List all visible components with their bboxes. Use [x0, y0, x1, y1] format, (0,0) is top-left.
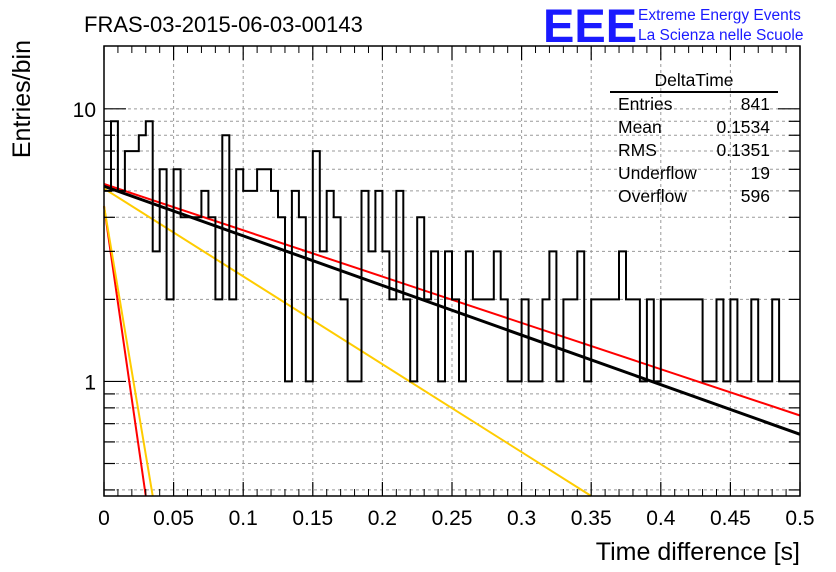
x-tick-label: 0 [98, 507, 110, 530]
histogram-line [104, 120, 800, 383]
fit-curve-1 [103, 184, 801, 436]
x-tick-label: 0.45 [710, 507, 751, 530]
stats-value-underflow: 19 [751, 163, 770, 183]
x-tick-label: 0.05 [153, 507, 194, 530]
chart-title: FRAS-03-2015-06-03-00143 [84, 12, 363, 37]
y-tick-label: 10 [73, 99, 96, 122]
axis-ticks [103, 46, 801, 496]
logo-mark: EEE [543, 0, 637, 52]
fit-curve-3 [103, 205, 147, 497]
stats-value-entries: 841 [741, 94, 770, 114]
stats-label-overflow: Overflow [618, 186, 687, 206]
logo-line-1: Extreme Energy Events [638, 7, 801, 24]
stats-value-overflow: 596 [741, 186, 770, 206]
stats-label-entries: Entries [618, 94, 673, 114]
x-tick-label: 0.4 [646, 507, 676, 530]
y-tick-labels: 1 10 [73, 99, 96, 395]
x-axis-title: Time difference [s] [596, 538, 800, 566]
x-tick-label: 0.5 [785, 507, 814, 530]
x-tick-label: 0.1 [229, 507, 258, 530]
y-axis-title: Entries/bin [8, 40, 36, 158]
x-tick-labels: 0 0.05 0.1 0.15 0.2 0.25 0.3 0.35 0.4 0.45 0.5 [98, 507, 814, 530]
x-tick-label: 0.35 [571, 507, 612, 530]
logo-line-2: La Scienza nelle Scuole [638, 27, 803, 44]
x-tick-label: 0.3 [507, 507, 536, 530]
eee-logo: EEE Extreme Energy Events La Scienza nel… [543, 0, 803, 52]
stats-label-underflow: Underflow [618, 163, 697, 183]
stats-label-rms: RMS [618, 140, 657, 160]
stats-value-mean: 0.1534 [716, 117, 770, 137]
fit-curve-4 [103, 205, 154, 497]
x-tick-label: 0.25 [432, 507, 473, 530]
x-tick-label: 0.2 [368, 507, 397, 530]
stats-label-mean: Mean [618, 117, 662, 137]
stats-box: DeltaTime Entries 841 Mean 0.1534 RMS 0.… [610, 70, 778, 206]
y-tick-label: 1 [84, 371, 96, 394]
stats-value-rms: 0.1351 [716, 140, 770, 160]
stats-title: DeltaTime [654, 70, 733, 90]
x-tick-label: 0.15 [292, 507, 333, 530]
